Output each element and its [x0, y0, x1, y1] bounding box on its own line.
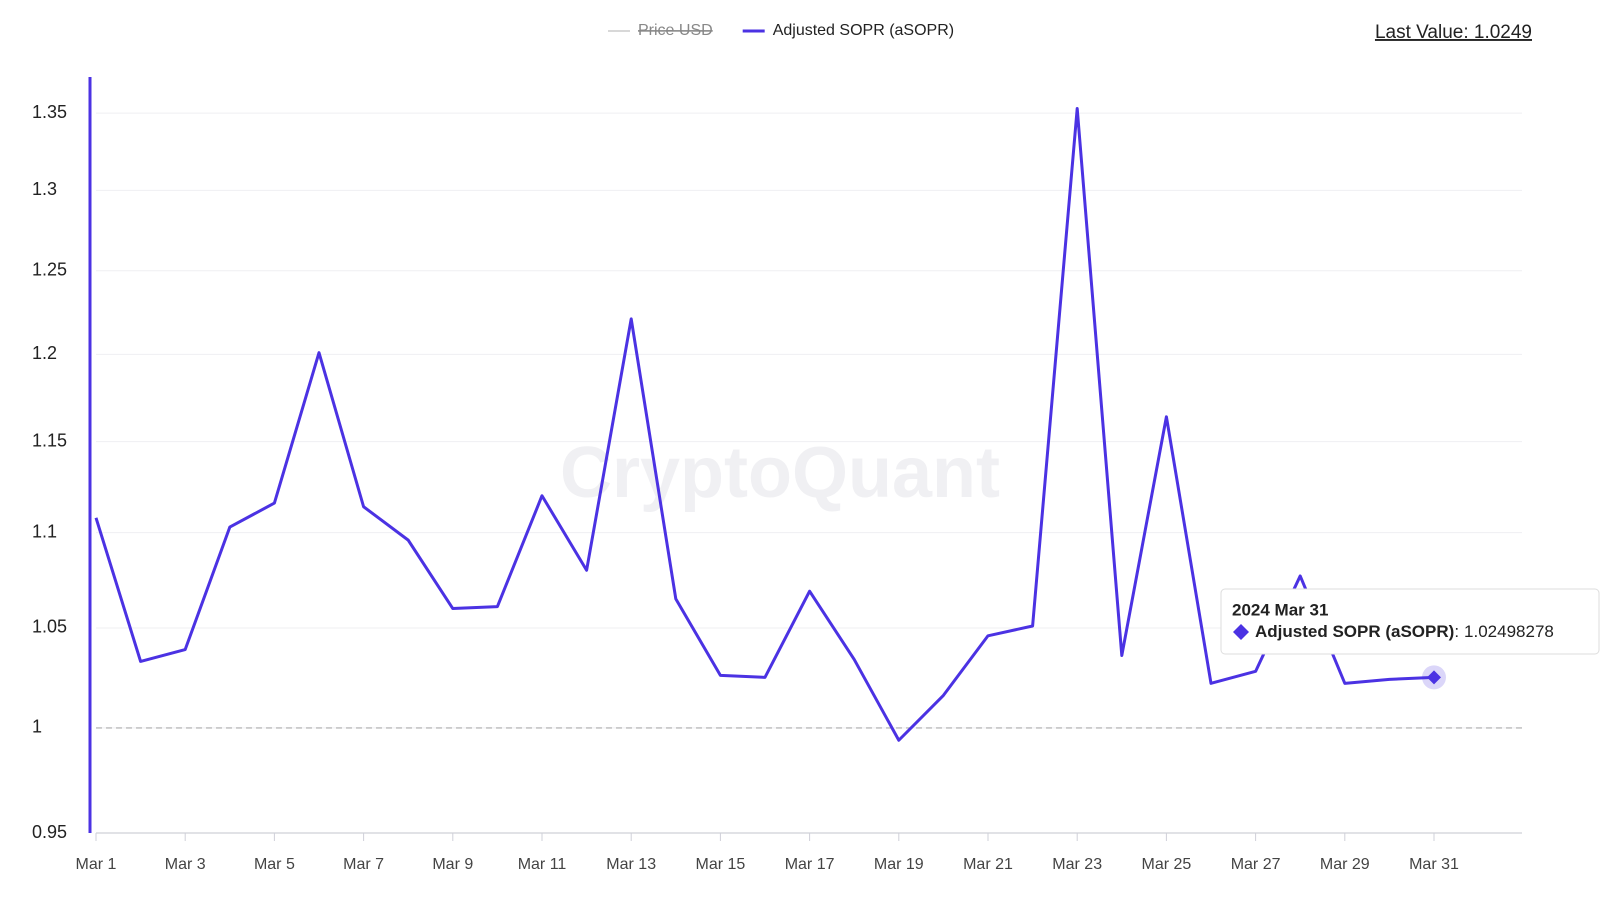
x-tick-label: Mar 19: [874, 856, 924, 873]
x-tick-label: Mar 7: [343, 856, 384, 873]
legend-label[interactable]: Adjusted SOPR (aSOPR): [773, 22, 954, 39]
series-line: [94, 107, 1435, 742]
x-tick-label: Mar 17: [785, 856, 835, 873]
tooltip-body: Adjusted SOPR (aSOPR): 1.02498278: [1255, 622, 1554, 641]
x-tick-label: Mar 15: [696, 856, 746, 873]
tooltip-marker: [1233, 624, 1249, 640]
legend-label[interactable]: Price USD: [638, 22, 713, 39]
y-tick-label: 1.3: [32, 179, 57, 199]
y-tick-label: 1.25: [32, 260, 67, 280]
x-tick-label: Mar 1: [76, 856, 117, 873]
x-tick-label: Mar 5: [254, 856, 295, 873]
x-tick-label: Mar 23: [1052, 856, 1102, 873]
y-tick-label: 1.35: [32, 102, 67, 122]
watermark: CryptoQuant: [560, 433, 1000, 513]
last-value: Last Value: 1.0249: [1375, 22, 1532, 43]
y-tick-label: 1.1: [32, 521, 57, 541]
y-tick-label: 1: [32, 717, 42, 737]
x-tick-label: Mar 9: [432, 856, 473, 873]
x-tick-label: Mar 25: [1142, 856, 1192, 873]
tooltip-separator: :: [1454, 622, 1459, 641]
tooltip-series: Adjusted SOPR (aSOPR): [1255, 622, 1454, 641]
y-tick-label: 0.95: [32, 822, 67, 842]
x-tick-label: Mar 3: [165, 856, 206, 873]
x-tick-label: Mar 31: [1409, 856, 1459, 873]
x-tick-label: Mar 21: [963, 856, 1013, 873]
tooltip-title: 2024 Mar 31: [1232, 600, 1328, 619]
x-tick-label: Mar 11: [518, 856, 567, 873]
hover-point: [1427, 670, 1441, 685]
y-tick-label: 1.05: [32, 617, 67, 637]
x-tick-label: Mar 29: [1320, 856, 1370, 873]
y-tick-label: 1.2: [32, 343, 57, 363]
tooltip-box: [1220, 588, 1600, 655]
y-tick-label: 1.15: [32, 430, 67, 450]
tooltip-value: 1.02498278: [1464, 622, 1554, 641]
x-tick-label: Mar 13: [606, 856, 656, 873]
x-tick-label: Mar 27: [1231, 856, 1281, 873]
